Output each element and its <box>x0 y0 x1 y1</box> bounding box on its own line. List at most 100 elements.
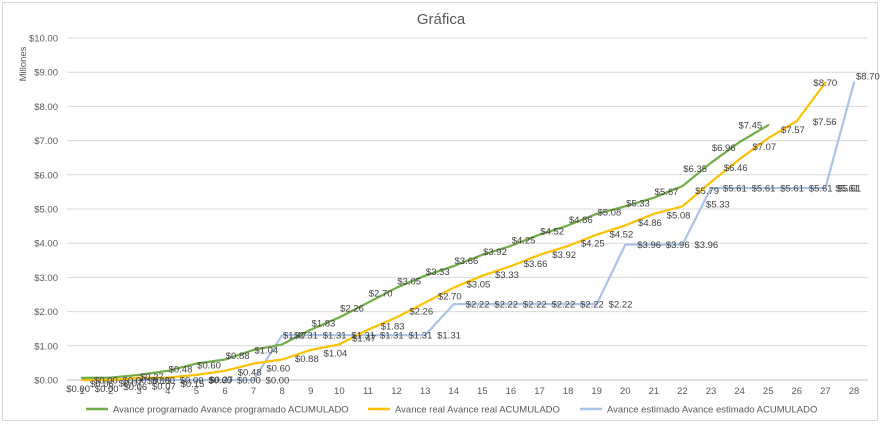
data-label: $3.66 <box>524 259 548 270</box>
data-label: $0.07 <box>119 379 143 390</box>
data-label: $0.00 <box>266 376 290 387</box>
x-tick-label: 7 <box>251 386 256 397</box>
x-tick-label: 16 <box>506 386 517 397</box>
x-tick-label: 26 <box>792 386 803 397</box>
data-label: $0.00 <box>95 384 119 395</box>
data-label: $0.06 <box>123 382 147 393</box>
data-label: $0.27 <box>209 375 233 386</box>
x-tick-label: 3 <box>137 386 142 397</box>
x-tick-label: 21 <box>649 386 660 397</box>
data-label: $7.57 <box>781 125 805 136</box>
data-label: $1.31 <box>351 331 375 342</box>
data-label: $4.52 <box>540 226 564 237</box>
y-tick-label: $6.00 <box>34 170 58 181</box>
data-label: $8.70 <box>813 78 837 89</box>
x-tick-label: 22 <box>677 386 688 397</box>
legend-label: Avance programado Avance programado ACUM… <box>113 405 349 416</box>
data-label: $3.66 <box>455 256 479 267</box>
data-label: $0.27 <box>140 372 164 383</box>
data-label: $2.22 <box>466 300 490 311</box>
y-tick-label: $2.00 <box>34 307 58 318</box>
legend-label: Avance estimado Avance estimado ACUMULAD… <box>607 405 817 416</box>
x-tick-label: 2 <box>108 386 113 397</box>
data-label: $6.96 <box>712 143 736 154</box>
data-label: $7.45 <box>738 121 762 132</box>
data-label: $5.67 <box>655 187 679 198</box>
x-tick-label: 6 <box>222 386 227 397</box>
data-label: $0.00 <box>66 384 90 395</box>
legend-item: Avance estimado Avance estimado ACUMULAD… <box>580 405 817 416</box>
series-line <box>80 81 827 382</box>
data-label: $5.61 <box>780 184 804 195</box>
data-label: $2.22 <box>523 300 547 311</box>
legend-label: Avance real Avance real ACUMULADO <box>395 405 560 416</box>
data-label: $3.05 <box>467 280 491 291</box>
x-tick-label: 27 <box>820 386 831 397</box>
x-tick-label: 24 <box>734 386 745 397</box>
data-label: $5.33 <box>626 199 650 210</box>
x-tick-label: 15 <box>477 386 488 397</box>
gridlines <box>67 37 868 381</box>
data-label: $2.22 <box>580 300 604 311</box>
data-label: $4.86 <box>638 218 662 229</box>
data-label: $2.26 <box>340 304 364 315</box>
data-label: $3.05 <box>397 277 421 288</box>
legend-item: Avance real Avance real ACUMULADO <box>368 405 560 416</box>
data-label: $5.08 <box>597 207 621 218</box>
y-axis-label: Millones <box>18 46 29 81</box>
x-tick-label: 23 <box>706 386 717 397</box>
chart-frame <box>2 2 878 421</box>
legend: Avance programado Avance programado ACUM… <box>86 405 817 416</box>
data-label: $0.00 <box>123 376 147 387</box>
data-label: $7.56 <box>813 117 837 128</box>
series-lines <box>80 81 856 382</box>
data-label: $0.48 <box>169 365 193 376</box>
y-tick-label: $9.00 <box>34 68 58 79</box>
series-line <box>80 81 856 382</box>
legend-item: Avance programado Avance programado ACUM… <box>86 405 349 416</box>
data-label: $1.83 <box>312 318 336 329</box>
y-tick-label: $5.00 <box>34 205 58 216</box>
y-tick-label: $4.00 <box>34 239 58 250</box>
x-tick-label: 8 <box>279 386 284 397</box>
y-tick-label: $7.00 <box>34 136 58 147</box>
x-tick-label: 4 <box>165 386 170 397</box>
data-label: $3.92 <box>552 250 576 261</box>
data-label: $1.31 <box>294 331 318 342</box>
data-label: $5.61 <box>809 184 833 195</box>
x-tick-label: 20 <box>620 386 631 397</box>
y-tick-label: $1.00 <box>34 341 58 352</box>
data-label: $0.07 <box>152 382 176 393</box>
data-label: $3.96 <box>666 240 690 251</box>
data-label: $0.48 <box>238 368 262 379</box>
y-tick-label: $3.00 <box>34 273 58 284</box>
data-label: $0.06 <box>90 379 114 390</box>
series-line <box>80 124 770 379</box>
data-label: $2.22 <box>494 300 518 311</box>
chart-title: Gráfica <box>417 11 466 28</box>
data-label: $1.47 <box>352 334 376 345</box>
data-label: $3.96 <box>694 240 718 251</box>
data-label: $1.04 <box>324 348 348 359</box>
data-label: $0.00 <box>180 376 204 387</box>
data-label: $4.25 <box>512 236 536 247</box>
data-label: $4.86 <box>569 215 593 226</box>
data-label: $3.92 <box>483 247 507 258</box>
data-label: $5.61 <box>835 184 859 195</box>
data-label: $0.88 <box>226 351 250 362</box>
data-label: $1.31 <box>437 331 461 342</box>
data-label: $3.33 <box>495 270 519 281</box>
x-tick-label: 1 <box>79 386 84 397</box>
data-label: $2.70 <box>369 289 393 300</box>
data-label: $5.08 <box>667 210 691 221</box>
data-label: $5.61 <box>837 184 861 195</box>
x-tick-label: 5 <box>194 386 199 397</box>
x-tick-label: 10 <box>334 386 345 397</box>
y-tick-label: $8.00 <box>34 102 58 113</box>
data-label: $5.61 <box>723 184 747 195</box>
data-label: $0.00 <box>237 376 261 387</box>
data-label: $8.70 <box>856 71 880 82</box>
data-label: $2.22 <box>609 300 633 311</box>
data-label: $2.26 <box>409 307 433 318</box>
